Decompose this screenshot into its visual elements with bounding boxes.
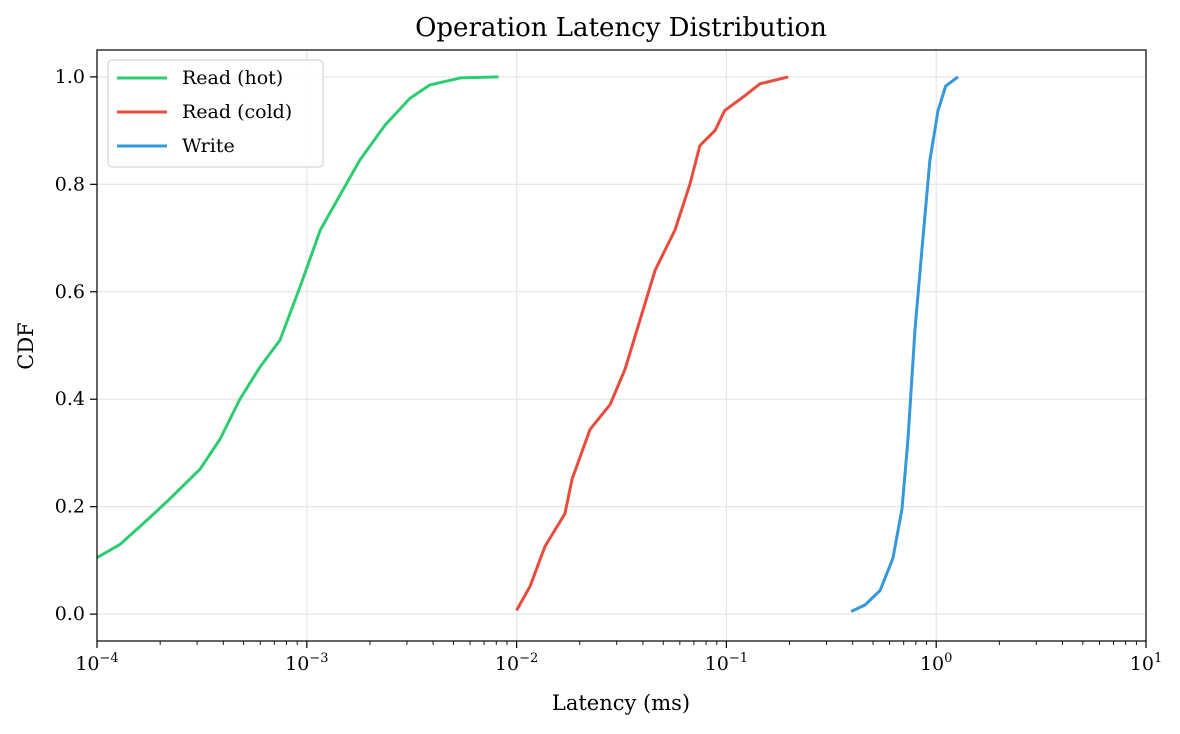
y-tick-label: 0.8 bbox=[55, 173, 85, 195]
x-axis-label: Latency (ms) bbox=[552, 691, 690, 715]
y-tick-label: 1.0 bbox=[55, 66, 85, 88]
y-tick-label: 0.0 bbox=[55, 603, 85, 625]
legend-label: Read (hot) bbox=[182, 67, 283, 89]
chart-title: Operation Latency Distribution bbox=[415, 13, 827, 43]
legend-box bbox=[107, 59, 324, 168]
series-line-read-cold bbox=[515, 75, 789, 612]
x-tick-label: 10−2 bbox=[495, 651, 538, 675]
legend-label: Write bbox=[182, 135, 235, 157]
x-tick-label: 10−4 bbox=[75, 651, 118, 675]
y-axis-label: CDF bbox=[14, 322, 38, 369]
series-lines bbox=[96, 75, 959, 613]
x-tick-label: 10−1 bbox=[705, 651, 748, 675]
plot-frame bbox=[96, 49, 1147, 642]
legend-label: Read (cold) bbox=[182, 101, 292, 123]
series-line-read-hot bbox=[96, 75, 499, 559]
series-line-write bbox=[850, 75, 959, 613]
y-tick-label: 0.6 bbox=[55, 281, 85, 303]
legend: Read (hot) Read (cold) Write bbox=[107, 59, 324, 168]
ticks: 10−4 10−3 10−2 10−1 100 101 0.0 0.2 0.4 0.6 0.8 1.0 bbox=[55, 66, 1162, 675]
x-tick-label: 100 bbox=[920, 651, 952, 675]
x-tick-label: 10−3 bbox=[285, 651, 328, 675]
y-tick-label: 0.4 bbox=[55, 388, 85, 410]
y-tick-label: 0.2 bbox=[55, 496, 85, 518]
x-tick-label: 101 bbox=[1130, 651, 1162, 675]
